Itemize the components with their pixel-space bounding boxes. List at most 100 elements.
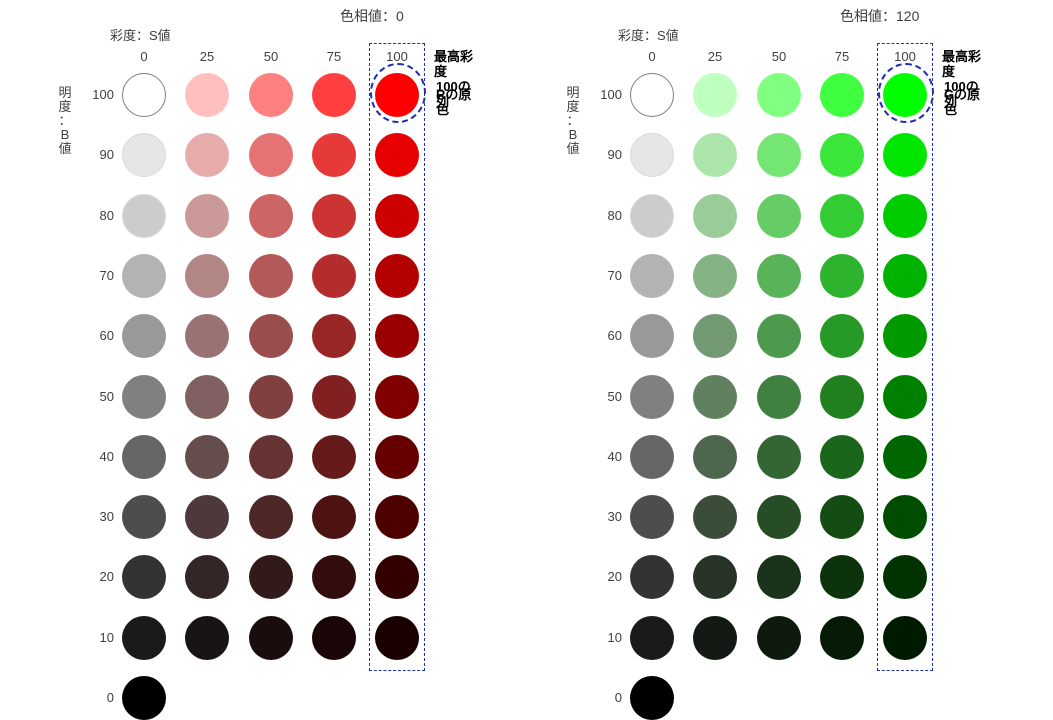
- color-swatch-circle: [630, 495, 674, 540]
- color-swatch-circle: [375, 434, 419, 479]
- primary-color-highlight: [878, 63, 934, 123]
- color-swatch-circle: [630, 615, 674, 660]
- max-saturation-note: 最高彩度 100の列: [434, 49, 474, 109]
- color-swatch-circle: [122, 615, 166, 660]
- color-swatch-circle: [693, 73, 737, 117]
- color-swatch-circle: [693, 193, 737, 238]
- saturation-column-label: 50: [771, 49, 787, 64]
- color-swatch-circle: [375, 374, 419, 419]
- color-swatch-circle: [375, 193, 419, 238]
- color-swatch-circle: [883, 555, 927, 600]
- brightness-row-label: 30: [99, 509, 114, 525]
- brightness-axis-label: 明 度 ： B 値: [566, 85, 580, 156]
- primary-color-note: Gの原色: [944, 87, 981, 117]
- color-swatch-circle: [122, 434, 166, 479]
- color-swatch-circle: [757, 615, 801, 660]
- color-swatch-circle: [375, 555, 419, 600]
- color-swatch-circle: [883, 495, 927, 540]
- color-swatch-circle: [185, 193, 229, 238]
- color-swatch-circle: [883, 193, 927, 238]
- color-swatch-circle: [122, 253, 166, 298]
- brightness-row-label: 80: [99, 207, 114, 223]
- color-swatch-circle: [185, 434, 229, 479]
- color-swatch-circle: [883, 314, 927, 359]
- color-swatch-circle: [883, 73, 927, 117]
- color-swatch-circle: [249, 374, 293, 419]
- hue-0-panel: 色相値：0 彩度：S値 明 度 ： B 値 最高彩度 100の列 Rの原色 0 2…: [0, 0, 480, 720]
- color-swatch-circle: [312, 73, 356, 117]
- color-swatch-circle: [630, 193, 674, 238]
- color-swatch-circle: [693, 495, 737, 540]
- brightness-row-label: 40: [607, 448, 622, 464]
- color-swatch-circle: [312, 555, 356, 600]
- color-swatch-circle: [312, 434, 356, 479]
- brightness-axis-label: 明 度 ： B 値: [58, 85, 72, 156]
- color-swatch-circle: [820, 615, 864, 660]
- brightness-row-label: 60: [607, 328, 622, 344]
- color-swatch-circle: [757, 374, 801, 419]
- color-swatch-circle: [375, 73, 419, 117]
- color-swatch-circle: [820, 555, 864, 600]
- color-swatch-circle: [820, 133, 864, 178]
- saturation-column-label: 75: [834, 49, 850, 64]
- saturation-column-label: 50: [263, 49, 279, 64]
- color-swatch-circle: [820, 374, 864, 419]
- brightness-row-label: 100: [92, 87, 114, 102]
- color-swatch-circle: [312, 314, 356, 359]
- color-swatch-circle: [883, 133, 927, 178]
- color-swatch-circle: [122, 193, 166, 238]
- max-saturation-column-highlight: [369, 43, 425, 671]
- brightness-row-label: 100: [600, 87, 622, 102]
- color-swatch-circle: [312, 374, 356, 419]
- brightness-row-label: 70: [99, 267, 114, 283]
- primary-color-highlight: [370, 63, 426, 123]
- color-swatch-circle: [820, 73, 864, 117]
- color-swatch-circle: [693, 133, 737, 178]
- brightness-row-label: 40: [99, 448, 114, 464]
- brightness-row-label: 80: [607, 207, 622, 223]
- color-swatch-circle: [883, 615, 927, 660]
- color-swatch-circle: [312, 193, 356, 238]
- color-swatch-circle: [693, 615, 737, 660]
- color-swatch-circle: [249, 193, 293, 238]
- color-swatch-circle: [693, 374, 737, 419]
- color-swatch-circle: [249, 434, 293, 479]
- color-swatch-circle: [757, 555, 801, 600]
- color-swatch-circle: [820, 434, 864, 479]
- color-swatch-circle: [630, 253, 674, 298]
- color-swatch-circle: [693, 434, 737, 479]
- color-swatch-circle: [122, 133, 166, 178]
- brightness-row-label: 70: [607, 267, 622, 283]
- color-swatch-circle: [185, 73, 229, 117]
- saturation-column-label: 75: [326, 49, 342, 64]
- saturation-column-label: 0: [140, 49, 148, 64]
- max-saturation-note: 最高彩度 100の列: [942, 49, 982, 109]
- color-swatch-circle: [185, 615, 229, 660]
- color-swatch-circle: [757, 434, 801, 479]
- brightness-row-label: 0: [106, 690, 114, 705]
- max-saturation-column-highlight: [877, 43, 933, 671]
- color-swatch-circle: [185, 495, 229, 540]
- color-swatch-circle: [820, 193, 864, 238]
- color-swatch-circle: [249, 73, 293, 117]
- color-swatch-circle: [630, 314, 674, 359]
- color-swatch-circle: [883, 374, 927, 419]
- saturation-axis-label: 彩度：S値: [110, 28, 171, 43]
- color-swatch-circle: [630, 73, 674, 117]
- color-swatch-circle: [757, 193, 801, 238]
- hue-title: 色相値：120: [840, 8, 920, 24]
- color-swatch-circle: [693, 314, 737, 359]
- color-swatch-circle: [249, 253, 293, 298]
- color-swatch-circle: [883, 434, 927, 479]
- brightness-row-label: 50: [99, 388, 114, 404]
- color-swatch-circle: [185, 314, 229, 359]
- color-swatch-circle: [122, 374, 166, 419]
- brightness-row-label: 20: [607, 569, 622, 585]
- brightness-row-label: 60: [99, 328, 114, 344]
- color-swatch-circle: [249, 133, 293, 178]
- saturation-column-label: 25: [199, 49, 215, 64]
- color-swatch-circle: [185, 555, 229, 600]
- color-swatch-circle: [630, 555, 674, 600]
- color-swatch-circle: [122, 73, 166, 117]
- color-swatch-circle: [757, 495, 801, 540]
